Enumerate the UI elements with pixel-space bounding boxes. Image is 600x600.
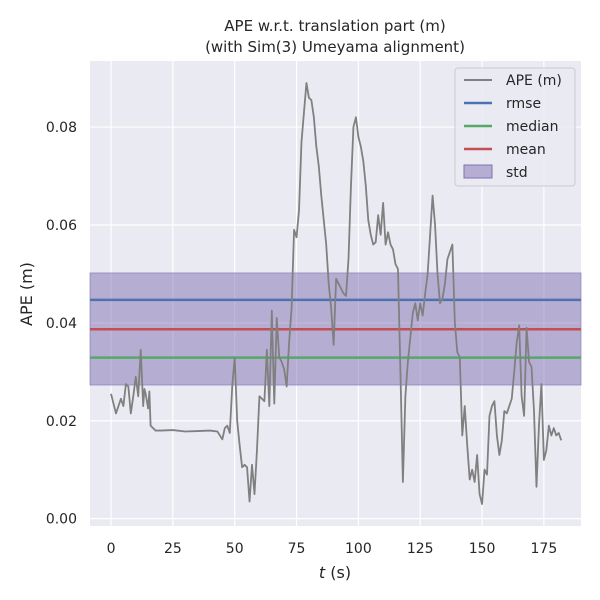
y-tick-label: 0.06 xyxy=(46,218,77,234)
x-tick-label: 50 xyxy=(226,541,244,557)
legend-swatch-std xyxy=(463,164,493,179)
y-tick-label: 0.02 xyxy=(46,414,77,430)
x-tick-label: 25 xyxy=(164,541,182,557)
x-tick-label: 175 xyxy=(531,541,558,557)
y-tick-label: 0.00 xyxy=(46,512,77,528)
y-axis-label: APE (m) xyxy=(17,262,36,326)
legend-label-ape: APE (m) xyxy=(506,73,562,89)
legend-box xyxy=(454,67,576,187)
x-axis-label-unit: (s) xyxy=(325,563,351,582)
ape-series-line xyxy=(110,82,563,505)
legend-label-std: std xyxy=(506,165,528,181)
x-tick-label: 125 xyxy=(407,541,434,557)
x-axis-label: t (s) xyxy=(319,563,351,582)
chart-title-line-1: APE w.r.t. translation part (m) xyxy=(224,17,445,35)
y-tick-labels: 0.00 0.02 0.04 0.06 0.08 xyxy=(46,120,77,528)
x-tick-label: 0 xyxy=(107,541,116,557)
x-tick-label: 75 xyxy=(288,541,306,557)
x-axis-label-var: t xyxy=(319,563,326,582)
x-tick-label: 100 xyxy=(345,541,372,557)
x-tick-label: 150 xyxy=(469,541,496,557)
y-tick-label: 0.08 xyxy=(46,120,77,136)
x-tick-labels: 0 25 50 75 100 125 150 175 xyxy=(107,541,558,557)
ape-series-layer xyxy=(110,82,563,505)
legend-label-rmse: rmse xyxy=(506,96,541,112)
y-tick-label: 0.04 xyxy=(46,316,77,332)
legend-label-mean: mean xyxy=(506,142,546,158)
legend: APE (m) rmse median mean std xyxy=(454,67,576,187)
chart-title-line-2: (with Sim(3) Umeyama alignment) xyxy=(205,38,465,56)
legend-label-median: median xyxy=(506,119,558,135)
